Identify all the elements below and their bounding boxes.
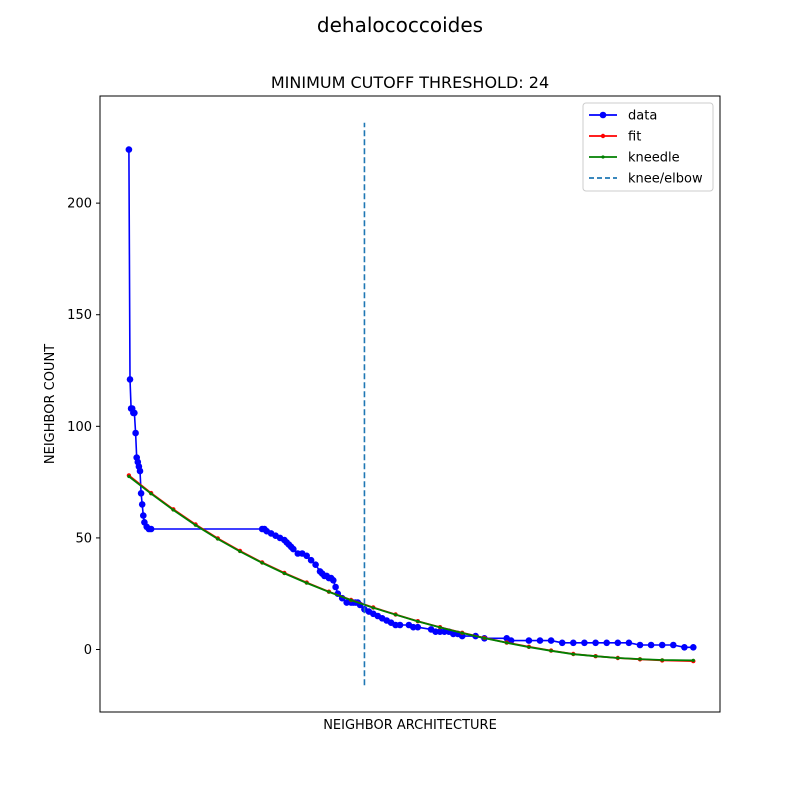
data-point-kneedle: [594, 654, 598, 658]
data-point-data: [126, 376, 134, 383]
data-point-kneedle: [505, 641, 509, 645]
data-point-data: [140, 512, 147, 519]
data-point-data: [547, 637, 555, 644]
data-point-kneedle: [394, 613, 398, 617]
data-point-data: [525, 637, 533, 644]
data-point-kneedle: [349, 598, 353, 602]
data-point-data: [558, 639, 566, 647]
series-line-fit: [128, 474, 694, 662]
legend-label: data: [628, 109, 657, 124]
legend-entry-fit: fit: [589, 130, 641, 145]
legend-label: kneedle: [628, 151, 680, 166]
data-point-data: [592, 639, 599, 647]
y-axis-label: NEIGHBOR COUNT: [43, 344, 58, 464]
legend-frame: [582, 102, 714, 192]
chart-title: MINIMUM CUTOFF THRESHOLD: 24: [271, 73, 549, 92]
data-point-data: [414, 623, 422, 631]
data-point-kneedle: [527, 645, 531, 649]
data-point-data: [138, 501, 146, 508]
legend-marker: [601, 155, 605, 159]
legend-marker: [599, 111, 607, 119]
legend-label: fit: [628, 130, 641, 145]
data-point-kneedle: [260, 561, 264, 565]
data-point-data: [647, 641, 655, 649]
series-data: [125, 146, 697, 651]
data-point-data: [636, 641, 644, 649]
data-point-kneedle: [616, 656, 620, 660]
legend-marker: [600, 133, 606, 139]
data-point-data: [581, 639, 588, 647]
series-kneedle: [127, 474, 695, 663]
data-point-kneedle: [171, 508, 175, 512]
data-point-data: [670, 641, 677, 649]
data-point-data: [137, 490, 145, 497]
data-point-data: [303, 552, 311, 560]
data-point-kneedle: [438, 625, 442, 630]
data-point-kneedle: [660, 658, 664, 662]
chart-suptitle: dehalococcoides: [317, 13, 483, 37]
data-point-data: [658, 641, 666, 649]
data-point-kneedle: [216, 537, 220, 541]
data-point-kneedle: [238, 549, 242, 554]
data-point-kneedle: [549, 649, 553, 653]
y-axis: 0 50 100 150 200: [67, 197, 100, 658]
axes-frame: [99, 95, 721, 713]
data-point-kneedle: [305, 581, 309, 585]
data-point-data: [396, 621, 404, 629]
series-fit: [126, 473, 696, 664]
data-point-kneedle: [416, 619, 420, 624]
series-line-data: [128, 149, 694, 649]
legend-entry-knee-elbow: knee/elbow: [589, 172, 703, 187]
legend-entry-data: data: [589, 109, 657, 124]
data-point-data: [603, 639, 610, 647]
data-point-kneedle: [127, 474, 131, 479]
data-point-data: [312, 561, 319, 568]
data-point-data: [125, 146, 133, 153]
data-point-data: [681, 644, 688, 651]
data-point-kneedle: [638, 657, 642, 661]
data-point-kneedle: [194, 523, 198, 527]
data-point-data: [307, 556, 315, 564]
legend-entry-kneedle: kneedle: [589, 151, 680, 166]
data-point-data: [625, 639, 633, 647]
data-point-data: [132, 429, 139, 437]
y-tick-label: 150: [67, 308, 92, 323]
data-point-data: [614, 639, 622, 647]
data-point-kneedle: [571, 652, 575, 656]
data-point-data: [690, 644, 697, 651]
data-point-data: [290, 545, 297, 553]
data-point-data: [330, 577, 337, 584]
data-point-kneedle: [691, 658, 695, 663]
data-point-data: [136, 467, 144, 475]
x-axis-label: NEIGHBOR ARCHITECTURE: [323, 718, 497, 733]
plot-area: [125, 122, 697, 686]
legend-label: knee/elbow: [628, 172, 703, 187]
data-point-data: [131, 409, 138, 417]
data-point-kneedle: [149, 492, 153, 496]
data-point-data: [458, 632, 466, 640]
data-point-kneedle: [282, 571, 286, 576]
y-tick-label: 200: [67, 197, 92, 212]
data-point-data: [147, 525, 155, 533]
data-point-kneedle: [482, 636, 486, 640]
data-point-kneedle: [327, 590, 331, 594]
data-point-kneedle: [371, 606, 375, 610]
y-tick-label: 100: [67, 420, 92, 435]
data-point-data: [536, 637, 544, 644]
y-tick-label: 50: [75, 531, 92, 546]
legend: data fit kneedle knee/elbow: [582, 102, 714, 192]
data-point-data: [570, 639, 577, 647]
series-line-kneedle: [128, 475, 694, 662]
data-point-data: [332, 583, 339, 591]
y-tick-label: 0: [84, 643, 92, 658]
data-point-kneedle: [460, 631, 464, 635]
